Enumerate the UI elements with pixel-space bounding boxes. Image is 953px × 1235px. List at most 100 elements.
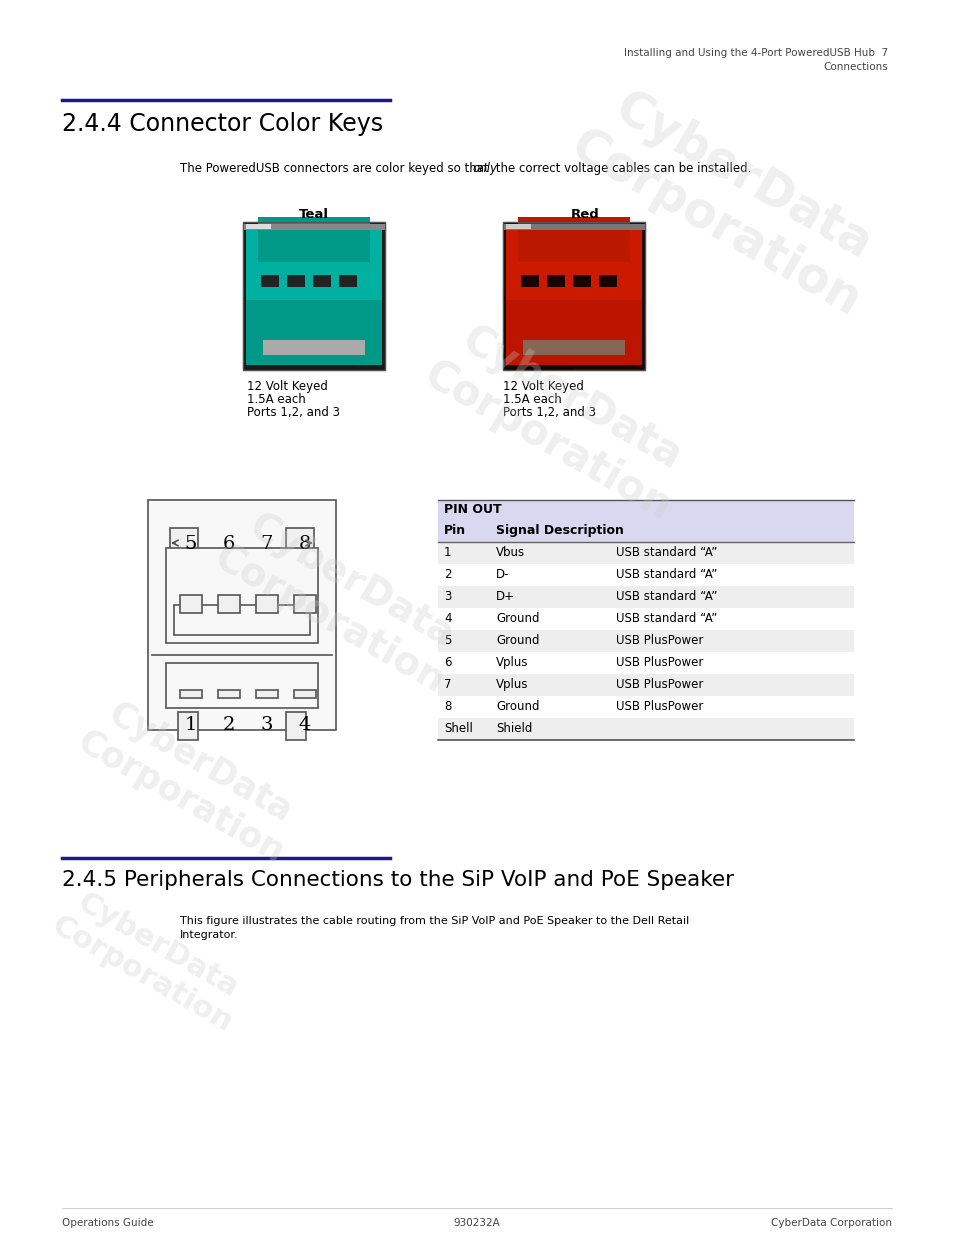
- Text: Integrator.: Integrator.: [180, 930, 238, 940]
- Text: This figure illustrates the cable routing from the SiP VoIP and PoE Speaker to t: This figure illustrates the cable routin…: [180, 916, 688, 926]
- Bar: [294, 595, 315, 613]
- Bar: [520, 275, 538, 287]
- Bar: [286, 713, 306, 740]
- Text: 930232A: 930232A: [453, 1218, 500, 1228]
- Text: Ground: Ground: [496, 613, 539, 625]
- Bar: [437, 608, 853, 630]
- Text: 1.5A each: 1.5A each: [502, 393, 561, 406]
- Text: 7: 7: [443, 678, 451, 692]
- Bar: [243, 222, 385, 370]
- Bar: [287, 275, 305, 287]
- Bar: [166, 548, 317, 643]
- Bar: [437, 542, 853, 564]
- Bar: [261, 275, 278, 287]
- Text: 4: 4: [443, 613, 451, 625]
- Text: 1: 1: [443, 546, 451, 559]
- Text: CyberData
Corporation: CyberData Corporation: [46, 882, 253, 1039]
- Text: Connections: Connections: [822, 62, 887, 72]
- Text: 3: 3: [260, 716, 273, 734]
- Text: USB standard “A”: USB standard “A”: [616, 613, 717, 625]
- Bar: [505, 224, 531, 228]
- Text: USB standard “A”: USB standard “A”: [616, 568, 717, 580]
- Text: 6: 6: [443, 656, 451, 669]
- Text: CyberData
Corporation: CyberData Corporation: [416, 311, 702, 529]
- Text: 2.4.5 Peripherals Connections to the SiP VoIP and PoE Speaker: 2.4.5 Peripherals Connections to the SiP…: [62, 869, 734, 890]
- Text: USB PlusPower: USB PlusPower: [616, 634, 702, 647]
- Text: 2: 2: [443, 568, 451, 580]
- Text: Operations Guide: Operations Guide: [62, 1218, 153, 1228]
- Text: USB PlusPower: USB PlusPower: [616, 656, 702, 669]
- Bar: [502, 224, 644, 230]
- Text: the correct voltage cables can be installed.: the correct voltage cables can be instal…: [492, 162, 751, 175]
- Bar: [437, 500, 853, 520]
- Bar: [178, 713, 198, 740]
- Bar: [180, 595, 202, 613]
- Bar: [255, 595, 277, 613]
- Text: Ground: Ground: [496, 634, 539, 647]
- Text: CyberData
Corporation: CyberData Corporation: [71, 690, 309, 869]
- Text: 5: 5: [443, 634, 451, 647]
- Text: USB PlusPower: USB PlusPower: [616, 678, 702, 692]
- Bar: [502, 222, 644, 370]
- Bar: [437, 718, 853, 740]
- Bar: [437, 520, 853, 542]
- Bar: [437, 564, 853, 585]
- Bar: [598, 275, 617, 287]
- Text: USB standard “A”: USB standard “A”: [616, 546, 717, 559]
- Text: 6: 6: [223, 535, 235, 553]
- Bar: [246, 227, 381, 303]
- Bar: [243, 222, 385, 370]
- Bar: [502, 222, 644, 370]
- Bar: [517, 217, 629, 262]
- Text: PIN OUT: PIN OUT: [443, 503, 501, 516]
- Bar: [173, 605, 310, 635]
- Bar: [243, 224, 385, 230]
- Bar: [338, 275, 356, 287]
- Bar: [257, 217, 370, 262]
- Bar: [437, 697, 853, 718]
- Text: USB PlusPower: USB PlusPower: [616, 700, 702, 713]
- Text: Ports 1,2, and 3: Ports 1,2, and 3: [247, 406, 339, 419]
- Text: Ports 1,2, and 3: Ports 1,2, and 3: [502, 406, 596, 419]
- Text: 12 Volt Keyed: 12 Volt Keyed: [502, 380, 583, 393]
- Text: Signal Description: Signal Description: [496, 524, 623, 537]
- Text: 8: 8: [298, 535, 311, 553]
- Text: 4: 4: [298, 716, 311, 734]
- Text: D-: D-: [496, 568, 509, 580]
- Text: Shell: Shell: [443, 722, 473, 735]
- Text: CyberData Corporation: CyberData Corporation: [770, 1218, 891, 1228]
- Text: 5: 5: [185, 535, 197, 553]
- Text: Vbus: Vbus: [496, 546, 524, 559]
- Text: Vplus: Vplus: [496, 656, 528, 669]
- Bar: [437, 585, 853, 608]
- Bar: [255, 690, 277, 698]
- Bar: [180, 690, 202, 698]
- Text: 1: 1: [185, 716, 197, 734]
- Text: 7: 7: [260, 535, 273, 553]
- Text: 2.4.4 Connector Color Keys: 2.4.4 Connector Color Keys: [62, 112, 383, 136]
- Bar: [246, 224, 271, 228]
- Bar: [166, 663, 317, 708]
- Text: Installing and Using the 4-Port PoweredUSB Hub  7: Installing and Using the 4-Port PoweredU…: [623, 48, 887, 58]
- Text: CyberData
Corporation: CyberData Corporation: [562, 74, 897, 326]
- Text: The PoweredUSB connectors are color keyed so that: The PoweredUSB connectors are color keye…: [180, 162, 492, 175]
- Text: D+: D+: [496, 590, 515, 603]
- Bar: [246, 300, 381, 366]
- Bar: [505, 227, 641, 303]
- Bar: [573, 275, 590, 287]
- Bar: [170, 529, 198, 556]
- Bar: [313, 275, 331, 287]
- Bar: [263, 340, 365, 354]
- Text: 2: 2: [223, 716, 235, 734]
- Bar: [502, 296, 574, 370]
- Bar: [522, 340, 624, 354]
- Bar: [505, 300, 641, 366]
- Bar: [437, 674, 853, 697]
- Text: Pin: Pin: [443, 524, 466, 537]
- Text: Ground: Ground: [496, 700, 539, 713]
- Text: Red: Red: [570, 207, 598, 221]
- Bar: [286, 529, 314, 556]
- Text: 12 Volt Keyed: 12 Volt Keyed: [247, 380, 328, 393]
- Text: 8: 8: [443, 700, 451, 713]
- Text: Vplus: Vplus: [496, 678, 528, 692]
